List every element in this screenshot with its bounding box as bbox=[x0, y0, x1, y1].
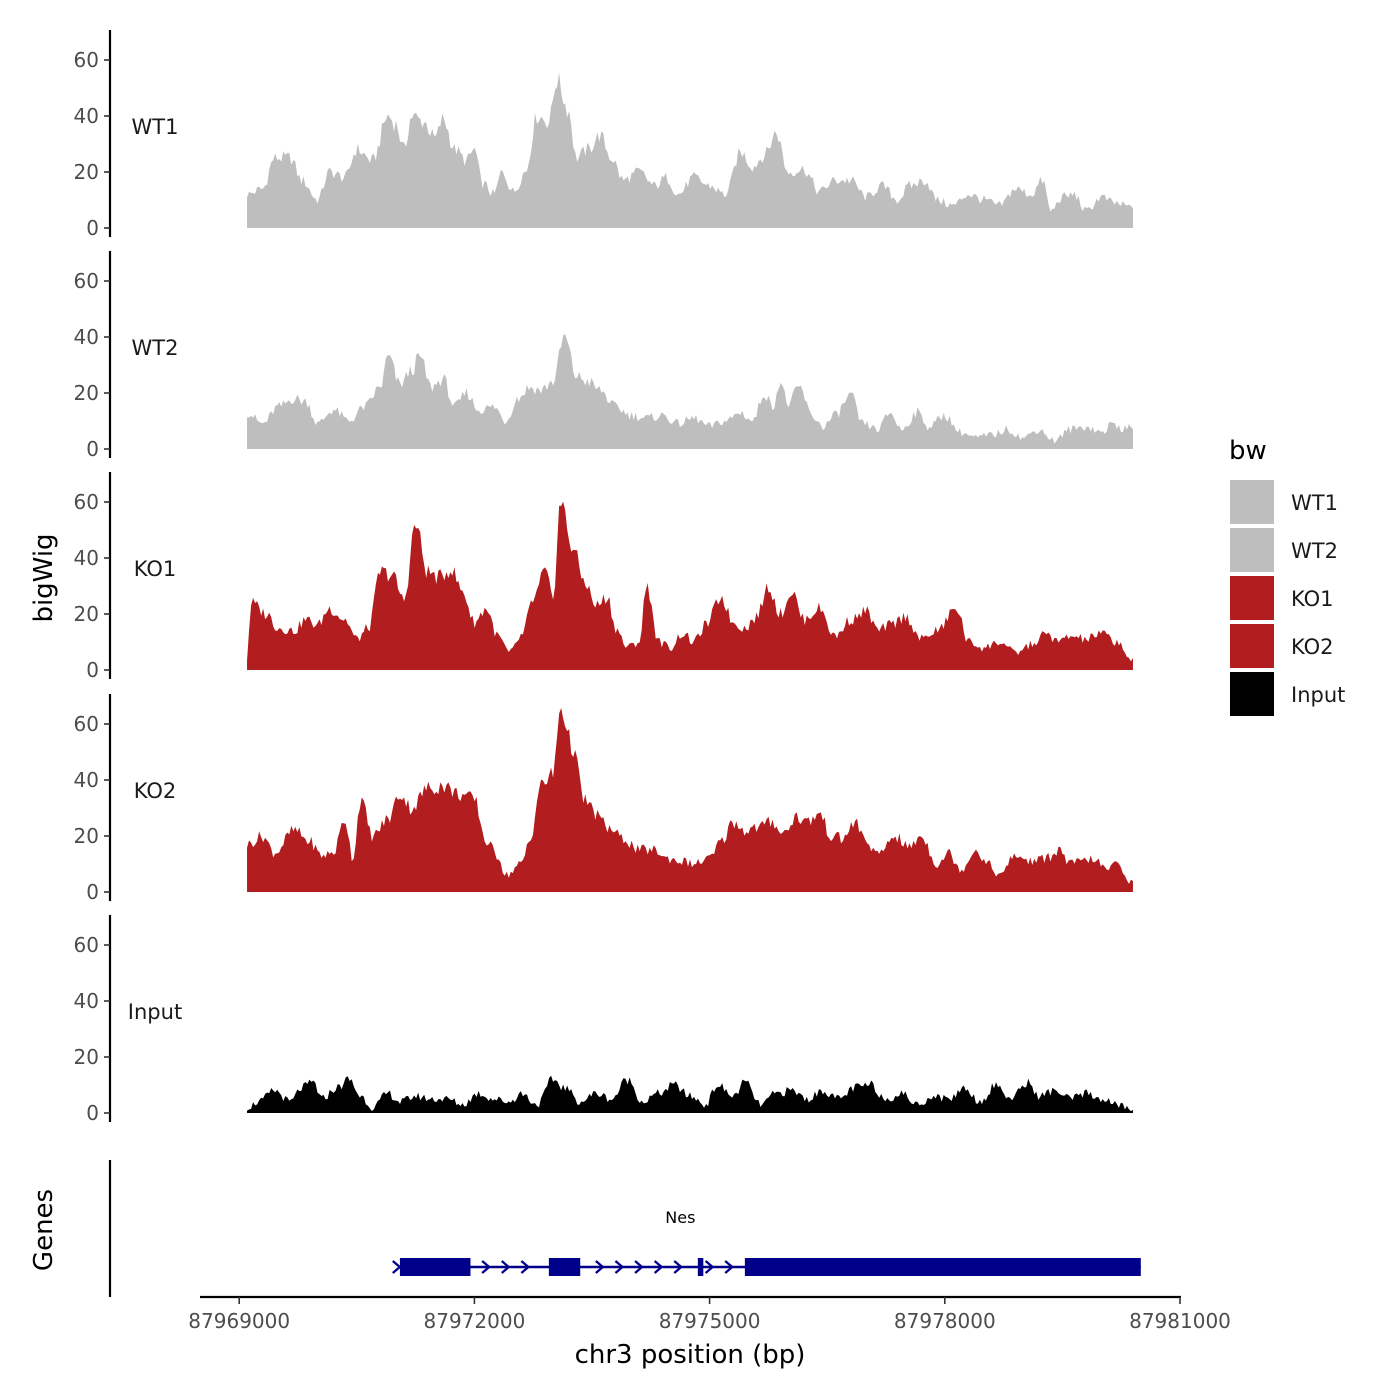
signal-area bbox=[247, 707, 1133, 892]
strand-arrow bbox=[614, 1260, 625, 1274]
y-tick-label: 40 bbox=[74, 104, 99, 128]
track-wt2: 0 20 40 60 WT2 bbox=[74, 251, 1133, 461]
legend-item-wt1: WT1 bbox=[1230, 480, 1338, 524]
y-tick-label: 20 bbox=[74, 1045, 99, 1069]
track-ko2: 0 20 40 60 KO2 bbox=[74, 694, 1133, 904]
y-tick-label: 60 bbox=[74, 712, 99, 736]
y-tick-label: 60 bbox=[74, 933, 99, 957]
legend-item-wt2: WT2 bbox=[1230, 528, 1338, 572]
y-tick-label: 0 bbox=[86, 1101, 99, 1125]
strand-arrow bbox=[520, 1260, 531, 1274]
legend: bw WT1 WT2 KO1 KO2 Input bbox=[1229, 436, 1345, 716]
x-tick-label: 87972000 bbox=[424, 1309, 526, 1333]
legend-swatch bbox=[1230, 480, 1274, 524]
gene-exon bbox=[548, 1258, 581, 1276]
y-axis-title: bigWig bbox=[29, 533, 59, 622]
legend-label: WT1 bbox=[1291, 491, 1338, 515]
track-label: Input bbox=[128, 1000, 182, 1024]
y-tick-label: 60 bbox=[74, 490, 99, 514]
strand-arrow bbox=[634, 1260, 644, 1274]
y-tick-label: 20 bbox=[74, 381, 99, 405]
y-tick-label: 40 bbox=[74, 546, 99, 570]
gene-exon bbox=[697, 1258, 704, 1276]
signal-area bbox=[247, 334, 1133, 449]
y-tick-label: 0 bbox=[86, 216, 99, 240]
strand-arrow bbox=[595, 1260, 605, 1274]
legend-swatch bbox=[1230, 672, 1274, 716]
genes-axis-title: Genes bbox=[29, 1189, 59, 1271]
signal-area bbox=[247, 72, 1133, 229]
bigwig-tracks: 0 20 40 60 WT1 0 20 40 60 WT2 0 20 40 60 KO1 0 20 40 60 KO2… bbox=[74, 30, 1133, 1125]
x-axis-title: chr3 position (bp) bbox=[575, 1340, 806, 1370]
strand-arrow bbox=[724, 1260, 734, 1274]
strand-arrow bbox=[392, 1260, 402, 1274]
y-tick-label: 60 bbox=[74, 48, 99, 72]
y-tick-label: 40 bbox=[74, 325, 99, 349]
strand-arrow bbox=[704, 1260, 715, 1274]
legend-label: WT2 bbox=[1291, 539, 1338, 563]
legend-swatch bbox=[1230, 528, 1274, 572]
x-tick-label: 87975000 bbox=[659, 1309, 761, 1333]
legend-item-ko2: KO2 bbox=[1230, 624, 1334, 668]
track-wt1: 0 20 40 60 WT1 bbox=[74, 30, 1133, 240]
x-tick-label: 87981000 bbox=[1129, 1309, 1231, 1333]
signal-area bbox=[247, 1075, 1133, 1113]
gene-track: Nes bbox=[108, 1160, 1141, 1297]
x-axis: 87969000 87972000 87975000 87978000 87981000 bbox=[188, 1295, 1231, 1333]
y-tick-label: 20 bbox=[74, 160, 99, 184]
y-tick-label: 0 bbox=[86, 658, 99, 682]
gene-nes: Nes bbox=[392, 1208, 1141, 1276]
y-tick-label: 40 bbox=[74, 989, 99, 1013]
strand-arrow bbox=[653, 1260, 664, 1274]
gene-label: Nes bbox=[665, 1208, 695, 1227]
track-label: WT2 bbox=[132, 336, 179, 360]
strand-arrow bbox=[673, 1260, 684, 1274]
strand-arrow bbox=[481, 1260, 491, 1274]
track-label: KO1 bbox=[134, 557, 177, 581]
y-tick-label: 20 bbox=[74, 602, 99, 626]
track-ko1: 0 20 40 60 KO1 bbox=[74, 472, 1133, 682]
legend-swatch bbox=[1230, 576, 1274, 620]
legend-swatch bbox=[1230, 624, 1274, 668]
y-tick-label: 0 bbox=[86, 437, 99, 461]
gene-exon bbox=[399, 1258, 471, 1276]
x-tick-label: 87969000 bbox=[188, 1309, 290, 1333]
strand-arrow bbox=[501, 1260, 511, 1274]
legend-item-ko1: KO1 bbox=[1230, 576, 1334, 620]
y-tick-label: 20 bbox=[74, 824, 99, 848]
legend-label: KO1 bbox=[1291, 587, 1334, 611]
legend-item-input: Input bbox=[1230, 672, 1345, 716]
legend-label: KO2 bbox=[1291, 635, 1334, 659]
legend-label: Input bbox=[1291, 683, 1345, 707]
x-tick-label: 87978000 bbox=[894, 1309, 996, 1333]
y-tick-label: 40 bbox=[74, 768, 99, 792]
y-tick-label: 0 bbox=[86, 880, 99, 904]
gene-exon bbox=[744, 1258, 1141, 1276]
y-tick-label: 60 bbox=[74, 269, 99, 293]
legend-title: bw bbox=[1229, 436, 1267, 466]
track-label: WT1 bbox=[132, 115, 179, 139]
track-label: KO2 bbox=[134, 779, 177, 803]
signal-area bbox=[247, 501, 1133, 670]
track-input: 0 20 40 60 Input bbox=[74, 915, 1133, 1125]
